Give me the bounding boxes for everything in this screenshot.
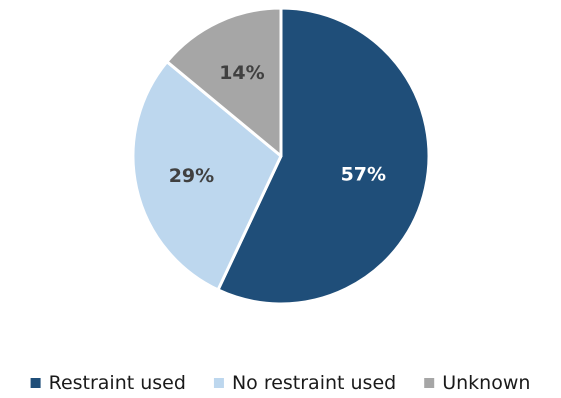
pie-slice-unknown xyxy=(165,6,283,158)
legend-label-restraint-used: Restraint used xyxy=(49,372,186,394)
legend-label-no-restraint-used: No restraint used xyxy=(232,372,396,394)
legend-item-restraint-used: Restraint used xyxy=(30,372,186,394)
legend-swatch-restraint-used xyxy=(30,378,41,388)
legend-item-unknown: Unknown xyxy=(424,372,530,394)
data-label-restraint-used: 57% xyxy=(341,163,386,185)
legend-swatch-unknown xyxy=(424,378,435,388)
legend-swatch-no-restraint-used xyxy=(213,378,224,388)
pie-slice-restraint-used xyxy=(216,6,431,306)
legend: Restraint used No restraint used Unknown xyxy=(30,372,530,394)
legend-item-no-restraint-used: No restraint used xyxy=(213,372,396,394)
pie-data-labels: 57% 29% 14% xyxy=(169,62,386,187)
legend-label-unknown: Unknown xyxy=(442,372,530,394)
data-label-no-restraint-used: 29% xyxy=(169,165,214,187)
pie-slice-no-restraint-used xyxy=(131,60,283,292)
pie-slices xyxy=(131,6,431,306)
data-label-unknown: 14% xyxy=(219,62,264,84)
